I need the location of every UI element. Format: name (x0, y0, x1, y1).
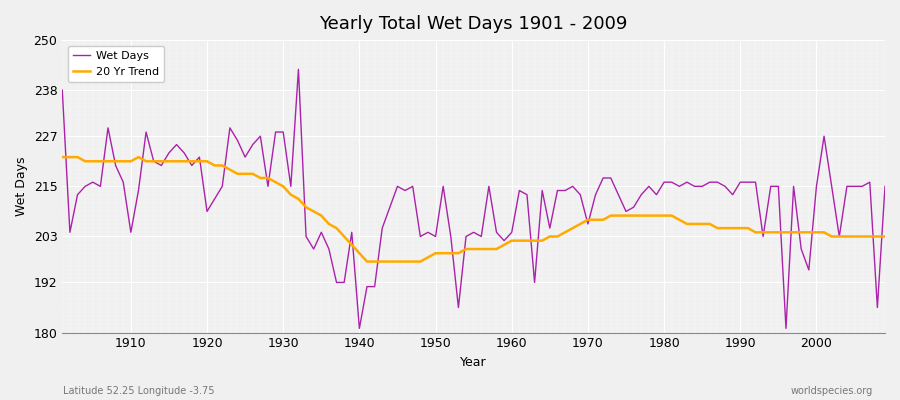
Wet Days (118, 180, 129, 184)
Legend: Wet Days, 20 Yr Trend: Wet Days, 20 Yr Trend (68, 46, 165, 82)
20 Yr Trend (362, 259, 373, 264)
20 Yr Trend (57, 155, 68, 160)
20 Yr Trend (507, 238, 517, 243)
X-axis label: Year: Year (460, 356, 487, 369)
20 Yr Trend (514, 238, 525, 243)
Wet Days (514, 188, 525, 193)
20 Yr Trend (118, 159, 129, 164)
Text: Latitude 52.25 Longitude -3.75: Latitude 52.25 Longitude -3.75 (63, 386, 214, 396)
Line: Wet Days: Wet Days (62, 69, 885, 328)
Wet Days (57, 88, 68, 93)
Wet Days (354, 326, 364, 331)
Text: worldspecies.org: worldspecies.org (791, 386, 873, 396)
20 Yr Trend (879, 234, 890, 239)
Wet Days (285, 184, 296, 189)
Wet Days (338, 280, 349, 285)
Title: Yearly Total Wet Days 1901 - 2009: Yearly Total Wet Days 1901 - 2009 (320, 15, 628, 33)
20 Yr Trend (606, 213, 616, 218)
Wet Days (879, 184, 890, 189)
Wet Days (522, 192, 533, 197)
Y-axis label: Wet Days: Wet Days (15, 156, 28, 216)
20 Yr Trend (285, 192, 296, 197)
Wet Days (293, 67, 304, 72)
Wet Days (613, 192, 624, 197)
Line: 20 Yr Trend: 20 Yr Trend (62, 157, 885, 262)
20 Yr Trend (331, 226, 342, 230)
